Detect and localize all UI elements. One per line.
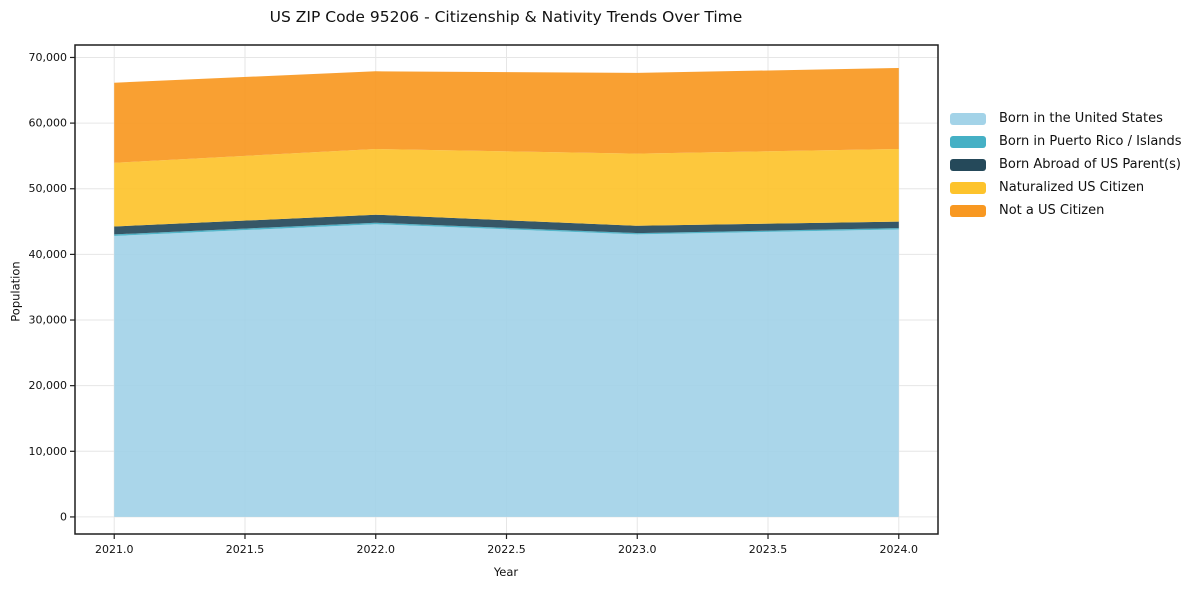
legend-label: Born Abroad of US Parent(s): [999, 157, 1181, 172]
y-tick-label: 60,000: [29, 117, 68, 130]
x-tick-label: 2024.0: [880, 543, 919, 556]
x-tick-label: 2022.5: [487, 543, 526, 556]
x-tick-label: 2022.0: [356, 543, 395, 556]
x-tick-label: 2023.5: [749, 543, 788, 556]
x-tick-label: 2021.5: [226, 543, 265, 556]
legend-label: Not a US Citizen: [999, 203, 1105, 218]
legend-swatch-icon: [950, 204, 986, 217]
legend-item: Born Abroad of US Parent(s): [950, 153, 1182, 176]
x-axis-label: Year: [493, 565, 519, 579]
area-series-4: [114, 68, 899, 163]
legend-swatch-icon: [950, 181, 986, 194]
axis-ticks: [70, 56, 900, 539]
legend-item: Born in Puerto Rico / Islands: [950, 130, 1182, 153]
chart-legend: Born in the United States Born in Puerto …: [950, 107, 1182, 222]
legend-item: Born in the United States: [950, 107, 1182, 130]
y-tick-label: 70,000: [29, 51, 68, 64]
area-series-2: [114, 214, 899, 235]
area-series-3: [114, 149, 899, 227]
legend-swatch-icon: [950, 158, 986, 171]
x-tick-label: 2023.0: [618, 543, 657, 556]
legend-swatch-icon: [950, 135, 986, 148]
x-tick-label: 2021.0: [95, 543, 134, 556]
area-series-0: [114, 224, 899, 517]
legend-label: Born in the United States: [999, 111, 1163, 126]
y-tick-label: 20,000: [29, 379, 68, 392]
y-tick-label: 30,000: [29, 314, 68, 327]
legend-item: Not a US Citizen: [950, 199, 1182, 222]
legend-swatch-icon: [950, 112, 986, 125]
y-tick-label: 0: [60, 510, 67, 523]
y-tick-label: 40,000: [29, 248, 68, 261]
y-tick-label: 50,000: [29, 182, 68, 195]
tick-labels: 2021.0 2021.5 2022.0 2022.5 2023.0 2023.5 2024…: [29, 51, 919, 556]
legend-label: Born in Puerto Rico / Islands: [999, 134, 1182, 149]
area-series-1: [114, 222, 899, 236]
stacked-areas: [114, 68, 899, 517]
chart-title: US ZIP Code 95206 - Citizenship & Nativi…: [269, 8, 743, 26]
legend-label: Naturalized US Citizen: [999, 180, 1145, 195]
y-tick-label: 10,000: [29, 445, 68, 458]
legend-item: Naturalized US Citizen: [950, 176, 1182, 199]
